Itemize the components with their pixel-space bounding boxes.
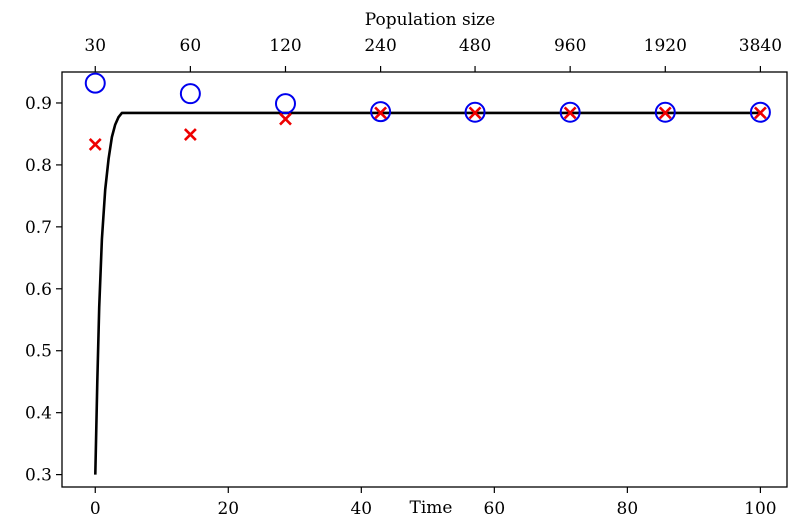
x2-tick-label: 1920	[644, 36, 687, 56]
x2-axis-ticks: 30 60 120 240 480 960 1920 3840	[84, 36, 782, 72]
y-tick-label: 0.6	[25, 280, 52, 300]
x-tick-label: 60	[484, 499, 506, 519]
circle-marker	[464, 101, 486, 123]
y-tick-label: 0.8	[25, 156, 52, 176]
y-tick-label: 0.9	[25, 94, 52, 114]
x2-tick-label: 960	[554, 36, 586, 56]
cross-marker	[753, 106, 767, 120]
cross-marker	[374, 106, 388, 120]
x2-tick-label: 3840	[739, 36, 782, 56]
cross-marker	[468, 106, 482, 120]
x-tick-label: 40	[350, 499, 372, 519]
x2-tick-label: 240	[364, 36, 396, 56]
x2-axis-title: Population size	[365, 10, 495, 30]
series-layer	[84, 72, 771, 475]
circle-marker	[654, 101, 676, 123]
circle-marker	[749, 101, 771, 123]
y-tick-label: 0.3	[25, 466, 52, 486]
cross-marker	[183, 128, 197, 141]
cross-marker	[88, 138, 102, 151]
model-curve	[94, 111, 761, 475]
circle-marker	[274, 93, 296, 115]
x-tick-label: 100	[744, 499, 776, 519]
x-axis-title: Time	[410, 498, 453, 518]
x-tick-label: 0	[90, 499, 101, 519]
x2-tick-label: 480	[459, 36, 491, 56]
x2-tick-label: 120	[269, 36, 301, 56]
x2-tick-label: 60	[180, 36, 202, 56]
circle-marker	[559, 101, 581, 123]
y-tick-label: 0.7	[25, 218, 52, 238]
x-tick-label: 20	[217, 499, 239, 519]
circle-marker	[370, 101, 392, 123]
circle-marker	[84, 72, 106, 94]
cross-marker	[563, 106, 577, 120]
cross-marker	[658, 106, 672, 120]
x-tick-label: 80	[617, 499, 639, 519]
x2-tick-label: 30	[84, 36, 106, 56]
y-tick-label: 0.5	[25, 342, 52, 362]
cross-marker	[279, 112, 292, 126]
y-axis-ticks: 0.3 0.4 0.5 0.6 0.7 0.8 0.9	[25, 94, 62, 486]
y-tick-label: 0.4	[25, 404, 52, 424]
circle-marker	[179, 83, 201, 105]
plot-frame	[61, 71, 788, 488]
x-axis-ticks: 0 20 40 60 80 100	[90, 487, 777, 519]
